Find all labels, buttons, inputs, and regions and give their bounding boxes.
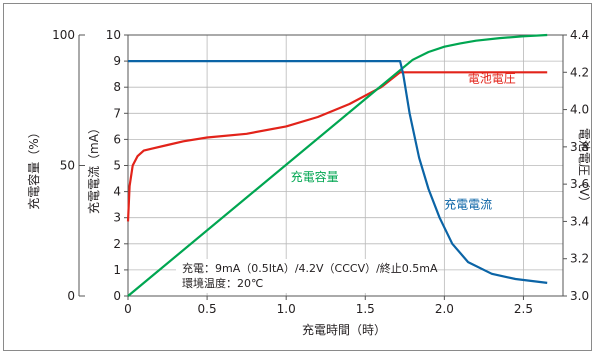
capacity-tick-label: 100 xyxy=(52,28,75,42)
voltage-series-label: 電池電圧 xyxy=(468,72,516,86)
current-tick-label: 4 xyxy=(113,185,121,199)
x-tick-label: 1.5 xyxy=(356,302,375,316)
x-axis-label: 充電時間（時） xyxy=(302,322,386,337)
annotation-box xyxy=(176,259,434,293)
x-tick-label: 1.0 xyxy=(277,302,296,316)
capacity-series-label: 充電容量 xyxy=(291,169,339,184)
annotation-ambient-temperature: 環境温度：20℃ xyxy=(182,276,263,290)
voltage-axis: 3.0 3.2 3.4 3.6 3.8 4.0 4.2 4.4 xyxy=(563,28,589,303)
current-series-label: 充電電流 xyxy=(444,197,492,212)
current-tick-label: 2 xyxy=(113,237,121,251)
current-axis: 0 1 2 3 4 5 6 7 8 9 10 xyxy=(106,28,128,303)
current-tick-label: 1 xyxy=(113,263,121,277)
series-lines xyxy=(126,33,548,297)
voltage-tick-label: 4.2 xyxy=(570,65,589,79)
voltage-tick-label: 4.4 xyxy=(570,28,589,42)
current-line xyxy=(128,60,548,284)
annotation-charge-condition: 充電：9mA（0.5ItA）/4.2V（CCCV）/終止0.5mA xyxy=(182,261,438,275)
voltage-line xyxy=(126,71,548,222)
chart-frame: 0 50 100 0 1 2 3 4 5 6 7 8 9 10 3.0 3.2 3.4 3.6 3.8 4.0 4.… xyxy=(3,3,592,351)
current-axis-label: 充電電流（mA） xyxy=(86,122,101,214)
x-tick-label: 0.5 xyxy=(198,302,217,316)
voltage-tick-label: 4.0 xyxy=(570,103,589,117)
voltage-tick-label: 3.4 xyxy=(570,214,589,228)
x-axis: 0 0.5 1.0 1.5 2.0 2.5 xyxy=(124,296,533,316)
capacity-tick-label: 0 xyxy=(67,289,75,303)
voltage-tick-label: 3.0 xyxy=(570,289,589,303)
x-tick-label: 2.5 xyxy=(514,302,533,316)
charge-characteristic-chart: 0 50 100 0 1 2 3 4 5 6 7 8 9 10 3.0 3.2 3.4 3.6 3.8 4.0 4.… xyxy=(26,28,591,337)
voltage-tick-label: 3.2 xyxy=(570,252,589,266)
current-tick-label: 9 xyxy=(113,54,121,68)
capacity-axis-label: 充電容量（%） xyxy=(26,126,41,209)
voltage-tick-label: 3.6 xyxy=(570,177,589,191)
current-tick-label: 7 xyxy=(113,106,121,120)
capacity-line xyxy=(127,33,548,297)
voltage-tick-label: 3.8 xyxy=(570,140,589,154)
x-tick-label: 2.0 xyxy=(435,302,454,316)
x-tick-label: 0 xyxy=(124,302,132,316)
current-tick-label: 8 xyxy=(113,80,121,94)
current-tick-label: 3 xyxy=(113,211,121,225)
current-tick-label: 0 xyxy=(113,289,121,303)
capacity-axis: 0 50 100 xyxy=(52,28,85,303)
current-tick-label: 6 xyxy=(113,132,121,146)
current-tick-label: 10 xyxy=(106,28,121,42)
voltage-axis-label: 電池電圧（V） xyxy=(577,128,591,208)
capacity-tick-label: 50 xyxy=(60,159,75,173)
current-tick-label: 5 xyxy=(113,159,121,173)
